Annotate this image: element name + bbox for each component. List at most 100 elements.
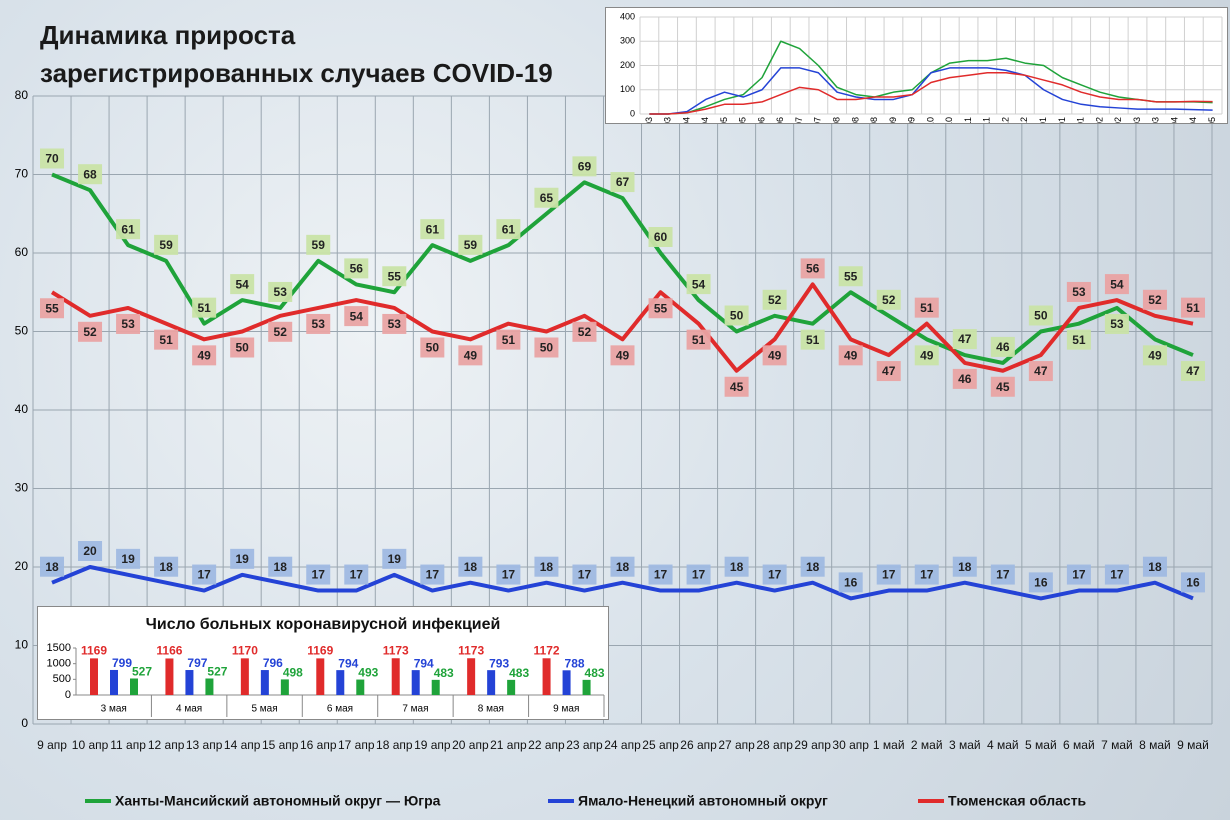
x-tick-label: 8 май (1139, 738, 1171, 752)
x-tick-label: 16 апр (299, 738, 337, 752)
data-label: 60 (654, 230, 668, 244)
data-label: 53 (388, 317, 402, 331)
data-label-box (572, 156, 597, 177)
x-tick-label: 14.03 (1132, 117, 1142, 123)
x-tick-label: 08.11 (963, 117, 973, 123)
bar-label: 799 (112, 656, 132, 670)
data-label-box (762, 564, 787, 585)
y-tick-label: 10 (15, 638, 29, 652)
data-label: 17 (692, 568, 706, 582)
data-label: 19 (235, 552, 249, 566)
trend-inset: 0 100 200 300 400 15.03 29.03 12.04 26.04 10.05 24… (605, 7, 1228, 124)
data-label: 50 (1034, 309, 1048, 323)
x-tick-label: 14 апр (223, 738, 261, 752)
x-tick-label: 22.11 (982, 117, 992, 123)
data-label: 18 (806, 560, 820, 574)
data-label: 17 (996, 568, 1010, 582)
data-label: 17 (654, 568, 668, 582)
data-label: 55 (654, 301, 668, 315)
data-label-box (572, 564, 597, 585)
bar (467, 658, 476, 695)
data-label-box (458, 234, 483, 255)
data-label: 50 (235, 341, 249, 355)
data-label: 16 (1034, 576, 1048, 590)
data-label-box (762, 289, 787, 310)
data-label-box (420, 564, 445, 585)
bar (487, 670, 496, 695)
bar (280, 679, 289, 695)
x-tick-label: 22 апр (528, 738, 565, 752)
data-label-box (610, 556, 635, 577)
y-tick-label: 100 (620, 84, 635, 94)
x-tick-label: 02.08 (832, 117, 842, 123)
cases-chart: Число больных коронавирусной инфекцией 0 5… (47, 616, 605, 717)
data-label-box (610, 345, 635, 366)
data-label: 17 (426, 568, 440, 582)
x-tick-label: 11.04 (1169, 117, 1179, 123)
data-label-box (1142, 556, 1167, 577)
data-label: 18 (616, 560, 630, 574)
x-tick-label: 09.05 (1207, 117, 1217, 123)
data-label-box (952, 556, 977, 577)
x-tick-label: 10 апр (71, 738, 109, 752)
x-tick-label: 11 апр (110, 738, 146, 752)
data-label-box (762, 345, 787, 366)
data-label-box (40, 148, 65, 169)
data-label-box (306, 313, 331, 334)
data-label-box (1066, 564, 1091, 585)
data-label: 52 (1148, 293, 1162, 307)
data-label: 59 (464, 238, 478, 252)
data-label: 70 (45, 152, 59, 166)
data-label: 47 (1186, 364, 1200, 378)
x-tick-label: 03.01 (1038, 117, 1048, 123)
y-tick-label: 80 (15, 88, 29, 102)
series-line (50, 282, 1194, 373)
x-tick-label: 6 мая (327, 704, 353, 715)
data-label: 50 (730, 309, 744, 323)
data-label: 52 (578, 325, 592, 339)
data-label-box (78, 321, 103, 342)
data-label-box (572, 321, 597, 342)
bar-label: 1173 (458, 643, 484, 657)
data-label: 55 (388, 269, 402, 283)
data-label-box (686, 274, 711, 295)
data-label-box (154, 234, 179, 255)
data-label-box (306, 234, 331, 255)
data-label-box (724, 305, 749, 326)
data-label-box (420, 337, 445, 358)
data-label-box (686, 329, 711, 350)
data-label-box (116, 219, 141, 240)
data-label-box (534, 556, 559, 577)
bar-label: 483 (585, 666, 605, 680)
data-label: 18 (159, 560, 173, 574)
chart-title: Число больных коронавирусной инфекцией (146, 616, 501, 633)
data-label: 18 (45, 560, 59, 574)
bar-label: 1169 (307, 644, 333, 658)
data-label: 56 (350, 262, 364, 276)
data-label: 17 (920, 568, 934, 582)
data-label-box (268, 321, 293, 342)
data-label: 50 (540, 341, 554, 355)
data-label: 18 (274, 560, 288, 574)
data-label: 18 (730, 560, 744, 574)
bar (110, 669, 118, 695)
x-tick-label: 12.04 (681, 117, 691, 123)
data-label: 53 (274, 285, 288, 299)
x-tick-label: 27 апр (718, 738, 755, 752)
x-tick-label: 28.03 (1151, 117, 1161, 123)
bar-label: 793 (489, 656, 509, 670)
x-tick-label: 24.05 (738, 117, 748, 123)
data-label: 20 (83, 544, 97, 558)
title: Динамика прироста зарегистрированных слу… (40, 16, 553, 92)
bar (240, 658, 249, 695)
data-label-box (648, 298, 673, 319)
y-tick-label: 0 (65, 689, 71, 701)
x-tick-label: 19 апр (414, 738, 451, 752)
data-label-box (724, 556, 749, 577)
bar (391, 658, 400, 695)
x-tick-label: 24 апр (604, 738, 641, 752)
x-tick-label: 6 май (1063, 738, 1095, 752)
data-label: 49 (464, 349, 478, 363)
y-tick-label: 60 (15, 245, 29, 259)
